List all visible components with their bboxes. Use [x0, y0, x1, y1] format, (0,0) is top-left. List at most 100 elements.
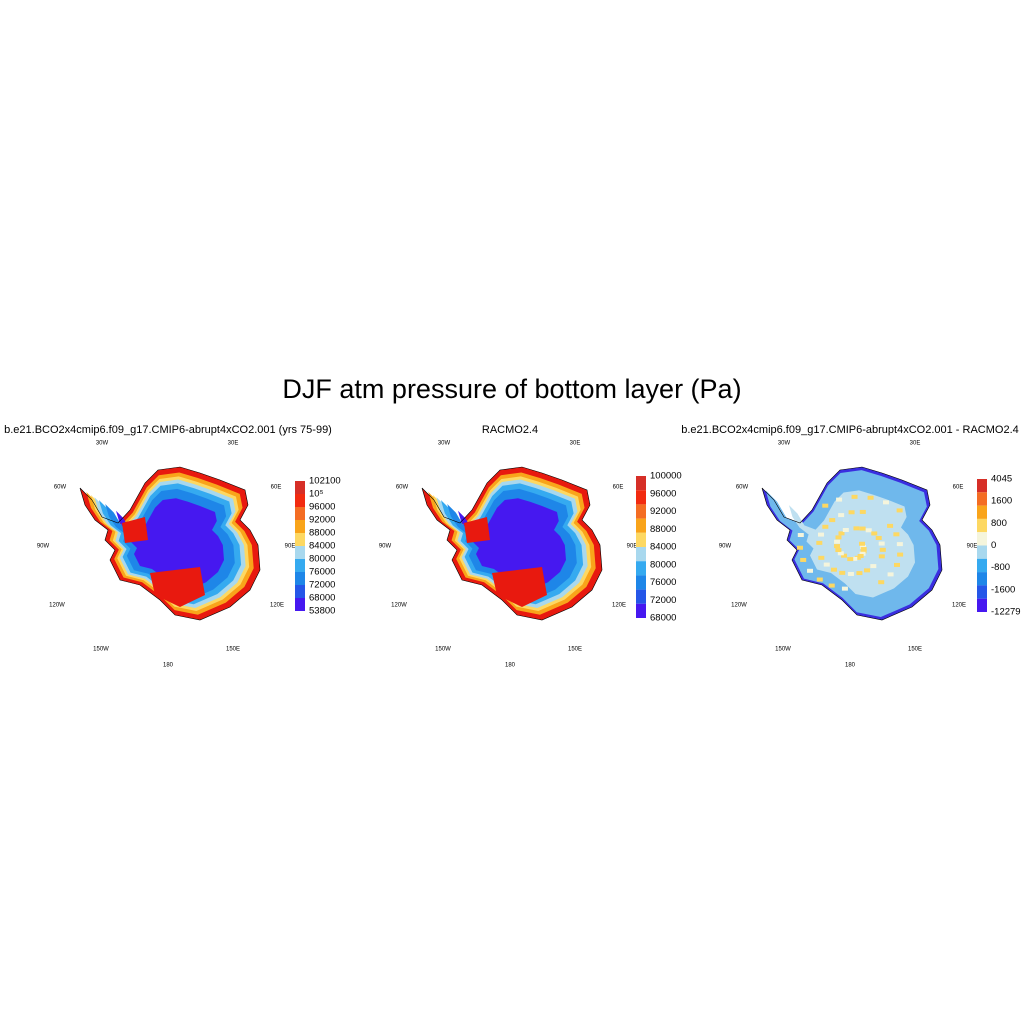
lon-label: 30W [778, 441, 791, 447]
colorbar-segment [977, 572, 987, 586]
map-cell [887, 523, 894, 528]
ice-shelf [150, 567, 205, 607]
colorbar-segment [295, 481, 305, 494]
colorbar-label: 80000 [650, 559, 676, 570]
map-cell [838, 513, 845, 518]
colorbar-segment [977, 598, 987, 612]
colorbar-label: 10⁵ [309, 489, 324, 500]
map-cell [878, 541, 885, 546]
colorbar-label: 68000 [309, 593, 335, 604]
lon-label: 30E [570, 441, 581, 447]
colorbar-segment [977, 532, 987, 546]
colorbar-label: 53800 [309, 606, 335, 617]
map-cell [797, 545, 804, 550]
colorbar-label: 84000 [309, 541, 335, 552]
colorbar-label: 100000 [650, 471, 682, 482]
lon-label: 90E [285, 544, 296, 550]
map-cell [807, 568, 814, 573]
lon-label: 150E [908, 647, 922, 653]
colorbar-segment [977, 479, 987, 493]
lon-label: 120E [270, 603, 284, 609]
lon-label: 150E [226, 647, 240, 653]
colorbar-label: 800 [991, 518, 1007, 529]
colorbar-segment [295, 585, 305, 598]
map-cell [882, 500, 889, 505]
lon-label: 60E [613, 485, 624, 491]
colorbar-segment [977, 545, 987, 559]
lon-label: 90E [627, 544, 638, 550]
colorbar-label: 1600 [991, 496, 1012, 507]
map-cell [841, 553, 848, 558]
map-cell [836, 497, 843, 502]
colorbar-segment [295, 507, 305, 520]
map-cell [835, 535, 842, 540]
map-cell [859, 541, 866, 546]
lon-label: 60E [271, 485, 282, 491]
lon-label: 180 [163, 663, 174, 669]
colorbar-segment [636, 490, 646, 505]
map-cell [816, 577, 823, 582]
map [761, 466, 943, 621]
map-band [116, 498, 224, 590]
colorbar-label: 92000 [309, 515, 335, 526]
map-cell [839, 570, 846, 575]
colorbar-segment [636, 603, 646, 618]
colorbar-segment [295, 546, 305, 559]
lon-label: 30W [96, 441, 109, 447]
colorbar-segment [636, 575, 646, 590]
colorbar-segment [977, 558, 987, 573]
ice-shelf [464, 517, 490, 543]
map-cell [878, 554, 885, 559]
map-cell [897, 552, 904, 557]
colorbar-label: -800 [991, 562, 1010, 573]
colorbar-segment [636, 561, 646, 576]
figure-title: DJF atm pressure of bottom layer (Pa) [282, 374, 741, 404]
map-cell [859, 509, 866, 514]
panel-title: RACMO2.4 [482, 424, 538, 436]
colorbar-label: 76000 [650, 577, 676, 588]
colorbar-segment [295, 598, 305, 611]
lon-label: 60W [54, 485, 67, 491]
map-cell [860, 545, 866, 549]
colorbar-label: 96000 [650, 488, 676, 499]
lon-label: 180 [845, 663, 856, 669]
colorbar-segment [977, 518, 987, 533]
lon-label: 120E [952, 603, 966, 609]
colorbar-label: 4045 [991, 474, 1012, 485]
map-cell [841, 586, 848, 591]
lon-label: 30W [438, 441, 451, 447]
map-cell [835, 548, 842, 553]
map-cell [851, 556, 858, 561]
map-cell [896, 542, 903, 547]
colorbar-segment [295, 520, 305, 533]
ice-shelf [122, 517, 148, 543]
map-band [789, 490, 915, 598]
map-cell [859, 526, 866, 531]
map-cell [851, 494, 858, 499]
colorbar-label: 80000 [309, 554, 335, 565]
map-cell [856, 571, 863, 576]
lon-label: 120W [49, 603, 65, 609]
map-cell [896, 508, 903, 513]
colorbar-segment [636, 476, 646, 491]
map-cell [847, 557, 854, 562]
colorbar-label: 88000 [650, 524, 676, 535]
map-cell [837, 551, 844, 556]
map-cell [875, 535, 882, 540]
lon-label: 180 [505, 663, 516, 669]
colorbar-segment [295, 494, 305, 507]
map-cell [830, 567, 837, 572]
panel-title: b.e21.BCO2x4cmip6.f09_g17.CMIP6-abrupt4x… [681, 424, 1019, 436]
lon-label: 30E [910, 441, 921, 447]
colorbar-label: 72000 [309, 580, 335, 591]
map-cell [829, 518, 836, 523]
lon-label: 120E [612, 603, 626, 609]
lon-label: 90W [719, 544, 732, 550]
map-cell [893, 532, 900, 537]
colorbar-segment [636, 518, 646, 533]
map-cell [887, 572, 894, 577]
map-cell [822, 503, 829, 508]
colorbar-label: 76000 [309, 567, 335, 578]
lon-label: 150W [435, 647, 451, 653]
